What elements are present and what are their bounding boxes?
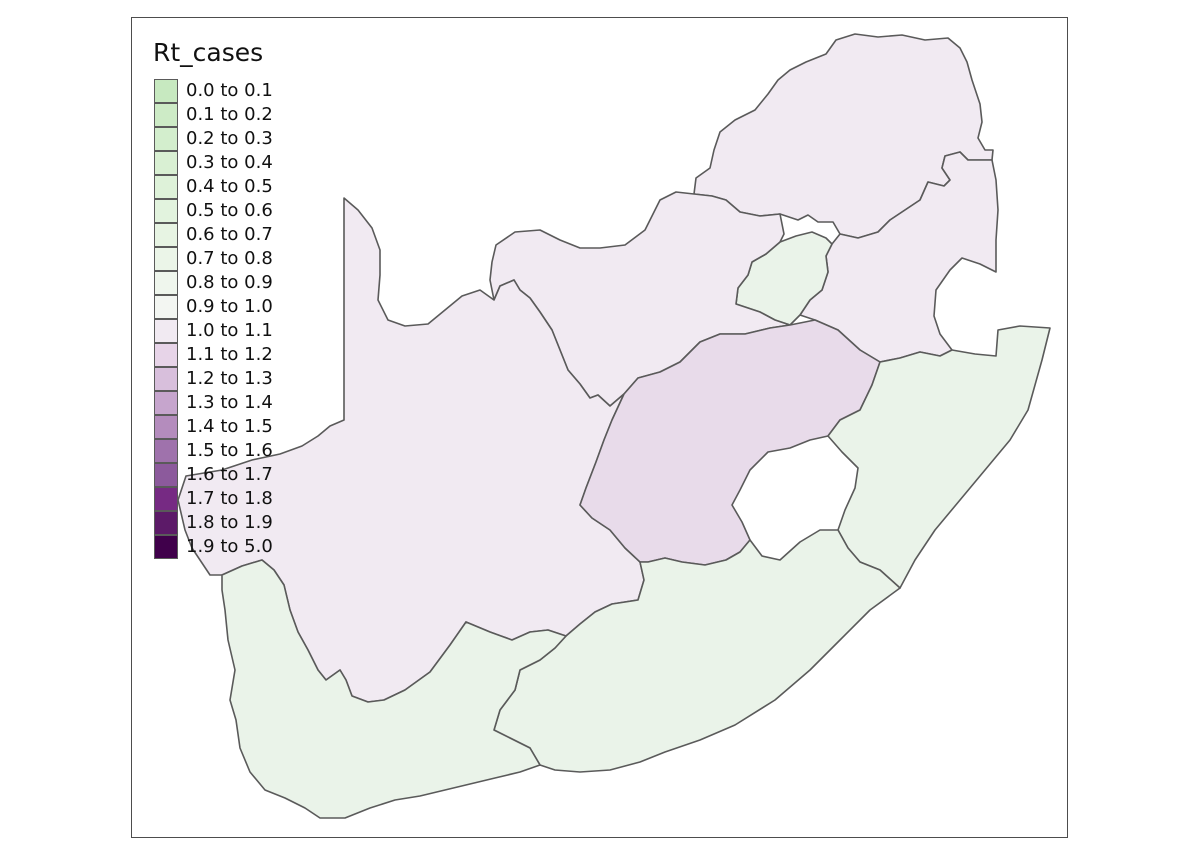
legend-label: 0.2 to 0.3 [186, 128, 273, 149]
legend-swatch [154, 487, 178, 511]
map-frame [131, 17, 1068, 838]
legend-swatch [154, 391, 178, 415]
legend-label: 1.1 to 1.2 [186, 344, 273, 365]
legend-swatch [154, 343, 178, 367]
legend-label: 1.4 to 1.5 [186, 416, 273, 437]
legend-swatch [154, 511, 178, 535]
legend-swatch [154, 103, 178, 127]
legend-label: 1.6 to 1.7 [186, 464, 273, 485]
province-western-cape [221, 559, 567, 819]
legend-label: 1.8 to 1.9 [186, 512, 273, 533]
legend-label: 1.9 to 5.0 [186, 536, 273, 557]
province-mpumalanga [799, 151, 999, 363]
legend-swatch [154, 439, 178, 463]
legend-label: 1.7 to 1.8 [186, 488, 273, 509]
legend-swatch [154, 175, 178, 199]
legend-label: 1.0 to 1.1 [186, 320, 273, 341]
legend-swatch [154, 319, 178, 343]
legend-label: 0.0 to 0.1 [186, 80, 273, 101]
legend-swatch [154, 415, 178, 439]
legend-label: 0.7 to 0.8 [186, 248, 273, 269]
legend-label: 0.4 to 0.5 [186, 176, 273, 197]
legend-label: 0.8 to 0.9 [186, 272, 273, 293]
legend-label: 0.3 to 0.4 [186, 152, 273, 173]
legend-swatch [154, 79, 178, 103]
legend-swatch [154, 271, 178, 295]
legend-swatch [154, 463, 178, 487]
legend-swatch [154, 295, 178, 319]
legend-label: 1.5 to 1.6 [186, 440, 273, 461]
legend-label: 1.2 to 1.3 [186, 368, 273, 389]
legend-swatch [154, 151, 178, 175]
legend-label: 0.6 to 0.7 [186, 224, 273, 245]
legend-swatch [154, 127, 178, 151]
legend-swatch [154, 535, 178, 559]
legend-label: 0.9 to 1.0 [186, 296, 273, 317]
legend-title: Rt_cases [153, 38, 264, 67]
legend-swatch [154, 223, 178, 247]
legend-label: 1.3 to 1.4 [186, 392, 273, 413]
legend-label: 0.5 to 0.6 [186, 200, 273, 221]
legend-swatch [154, 199, 178, 223]
legend-swatch [154, 367, 178, 391]
legend-label: 0.1 to 0.2 [186, 104, 273, 125]
legend-swatch [154, 247, 178, 271]
